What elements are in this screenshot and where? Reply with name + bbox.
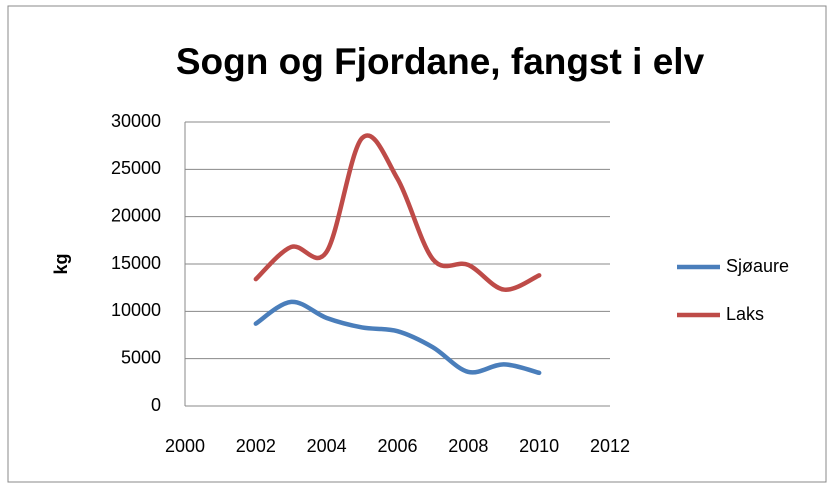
x-tick-label: 2012 (590, 436, 630, 456)
legend-label: Laks (726, 304, 764, 324)
y-tick-label: 10000 (111, 300, 161, 320)
y-tick-label: 20000 (111, 205, 161, 225)
y-tick-label: 15000 (111, 253, 161, 273)
line (253, 133, 542, 292)
x-tick-label: 2010 (519, 436, 559, 456)
legend-label: Sjøaure (726, 256, 789, 276)
chart-border (7, 5, 827, 483)
line (253, 299, 542, 376)
y-tick-label: 5000 (121, 347, 161, 367)
x-tick-label: 2002 (236, 436, 276, 456)
chart-title: Sogn og Fjordane, fangst i elv (176, 41, 705, 82)
x-tick-label: 2006 (377, 436, 417, 456)
y-tick-label: 0 (151, 395, 161, 415)
y-tick-label: 30000 (111, 111, 161, 131)
x-tick-label: 2000 (165, 436, 205, 456)
x-tick-label: 2004 (307, 436, 347, 456)
x-tick-label: 2008 (448, 436, 488, 456)
y-tick-label: 25000 (111, 158, 161, 178)
y-axis-label: kg (51, 253, 71, 274)
